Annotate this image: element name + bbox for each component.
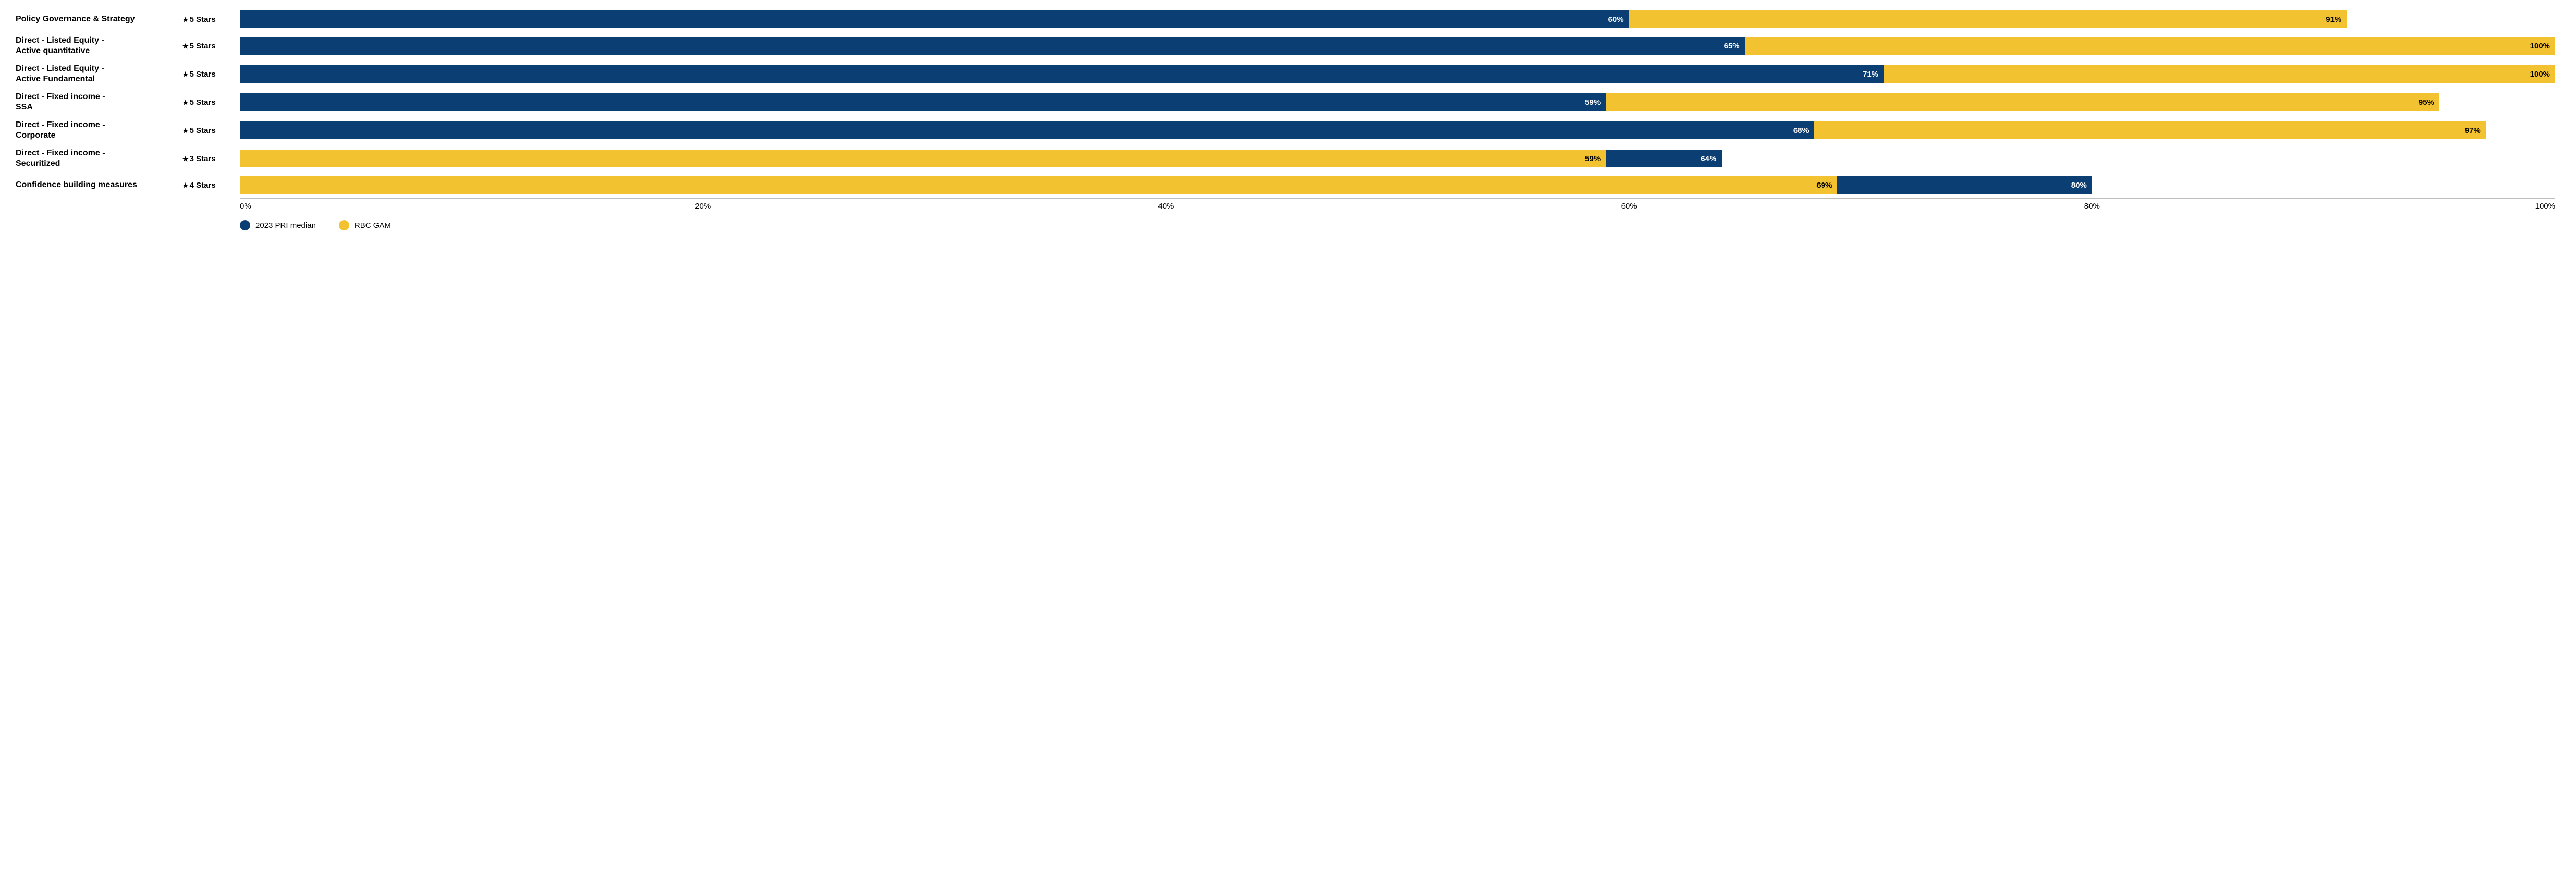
category-label: Direct - Listed Equity -Active Fundament… (16, 64, 182, 84)
x-tick: 0% (240, 202, 251, 211)
pri_median-bar: 60% (240, 10, 1629, 28)
x-tick: 20% (695, 202, 711, 211)
rbc_gam-value: 97% (2465, 126, 2481, 135)
pri_median-value: 71% (1863, 70, 1878, 79)
chart-row: Direct - Listed Equity -Active quantitat… (16, 35, 2555, 56)
star-rating: ★5 Stars (182, 126, 240, 135)
category-label: Direct - Fixed income -Corporate (16, 120, 182, 141)
star-icon: ★ (182, 155, 189, 163)
category-label: Confidence building measures (16, 180, 182, 190)
star-icon: ★ (182, 181, 189, 189)
star-icon: ★ (182, 70, 189, 78)
pri_median-value: 68% (1793, 126, 1809, 135)
pri_median-bar: 65% (240, 37, 1745, 55)
star-rating: ★5 Stars (182, 98, 240, 107)
rbc_gam-value: 100% (2530, 70, 2550, 79)
legend: 2023 PRI median RBC GAM (16, 220, 2555, 230)
category-label: Direct - Fixed income -SSA (16, 92, 182, 113)
chart-row: Direct - Fixed income -Securitized★3 Sta… (16, 148, 2555, 169)
pri_median-value: 65% (1724, 42, 1740, 51)
star-rating-text: 5 Stars (190, 70, 216, 79)
pri_median-value: 59% (1585, 98, 1601, 107)
pri_median-bar: 68% (240, 121, 1814, 139)
pri_median-value: 64% (1701, 154, 1716, 163)
bar-track: 95% 59% (240, 93, 2555, 111)
x-tick: 100% (2535, 202, 2555, 211)
pri_median-bar: 71% (240, 65, 1884, 83)
star-rating-text: 5 Stars (190, 15, 216, 24)
chart-row: Direct - Fixed income -SSA★5 Stars 95% 59% (16, 92, 2555, 113)
bar-track: 64% 59% (240, 150, 2555, 167)
x-tick: 80% (2084, 202, 2100, 211)
legend-item: RBC GAM (339, 220, 391, 230)
bar-track: 97% 68% (240, 121, 2555, 139)
pri-scores-chart: Policy Governance & Strategy★5 Stars91%6… (0, 0, 2576, 241)
rbc_gam-value: 69% (1816, 181, 1832, 190)
bar-track: 80% 69% (240, 176, 2555, 194)
category-label: Direct - Listed Equity -Active quantitat… (16, 35, 182, 56)
star-rating: ★5 Stars (182, 70, 240, 79)
bar-track: 91% 60% (240, 10, 2555, 28)
star-rating: ★5 Stars (182, 42, 240, 51)
star-icon: ★ (182, 42, 189, 50)
legend-label: RBC GAM (355, 221, 391, 230)
chart-row: Confidence building measures★4 Stars 80% 6… (16, 176, 2555, 194)
chart-row: Direct - Fixed income -Corporate★5 Stars… (16, 120, 2555, 141)
star-icon: ★ (182, 99, 189, 106)
chart-row: Policy Governance & Strategy★5 Stars 91% 6… (16, 10, 2555, 28)
star-rating: ★3 Stars (182, 154, 240, 163)
star-icon: ★ (182, 127, 189, 135)
x-tick: 40% (1158, 202, 1174, 211)
chart-row: Direct - Listed Equity -Active Fundament… (16, 64, 2555, 84)
pri_median-value: 80% (2071, 181, 2087, 190)
star-rating-text: 3 Stars (190, 154, 216, 163)
star-rating-text: 4 Stars (190, 181, 216, 190)
x-axis: 0% 20% 40% 60% 80% 100% (16, 198, 2555, 213)
x-tick: 60% (1621, 202, 1637, 211)
rbc_gam-bar: 59% (240, 150, 1606, 167)
rbc_gam-value: 91% (2326, 15, 2341, 24)
category-label: Direct - Fixed income -Securitized (16, 148, 182, 169)
legend-label: 2023 PRI median (255, 221, 316, 230)
chart-rows: Policy Governance & Strategy★5 Stars91%6… (16, 10, 2555, 194)
rbc_gam-value: 95% (2419, 98, 2434, 107)
rbc_gam-value: 100% (2530, 42, 2550, 51)
pri_median-value: 60% (1608, 15, 1624, 24)
star-rating: ★4 Stars (182, 181, 240, 190)
legend-swatch (240, 220, 250, 230)
star-rating-text: 5 Stars (190, 126, 216, 135)
star-icon: ★ (182, 16, 189, 23)
star-rating: ★5 Stars (182, 15, 240, 24)
star-rating-text: 5 Stars (190, 42, 216, 51)
legend-swatch (339, 220, 349, 230)
pri_median-bar: 59% (240, 93, 1606, 111)
legend-item: 2023 PRI median (240, 220, 316, 230)
rbc_gam-value: 59% (1585, 154, 1601, 163)
bar-track: 100% 65% (240, 37, 2555, 55)
bar-track: 100% 71% (240, 65, 2555, 83)
rbc_gam-bar: 69% (240, 176, 1837, 194)
star-rating-text: 5 Stars (190, 98, 216, 107)
category-label: Policy Governance & Strategy (16, 14, 182, 25)
